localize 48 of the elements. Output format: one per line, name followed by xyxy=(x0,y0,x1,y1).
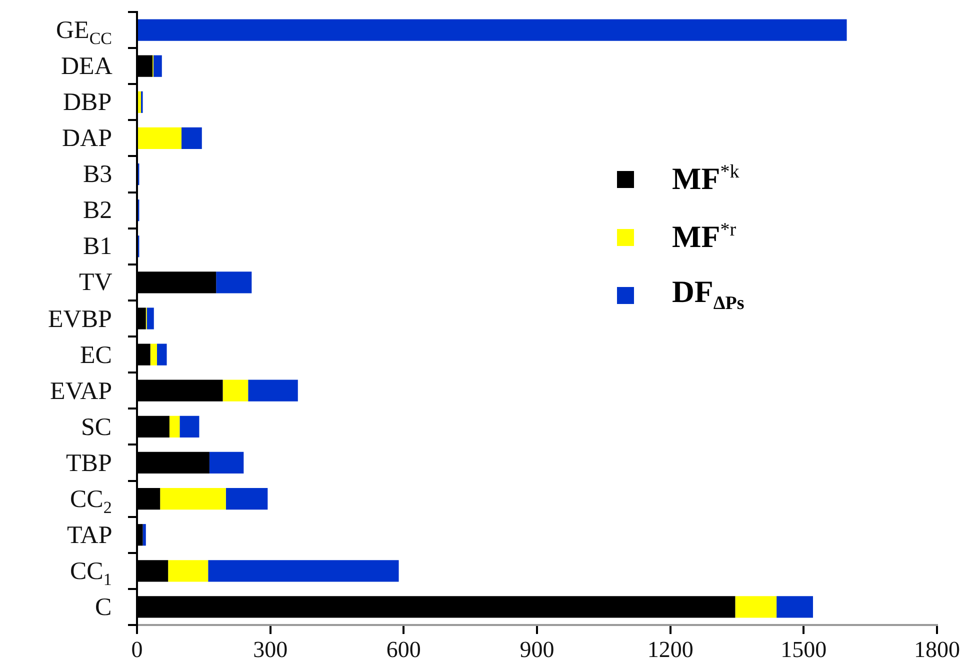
y-tick-label: SC xyxy=(81,414,112,441)
y-tick-label: CC$_{2}$ xyxy=(70,486,112,517)
bar xyxy=(146,308,154,330)
x-tick-label: 0 xyxy=(131,636,143,662)
x-tick-label: 1500 xyxy=(780,636,827,662)
bar xyxy=(248,380,298,402)
y-tick-label: TBP xyxy=(66,450,112,477)
bar xyxy=(208,560,399,582)
bar xyxy=(776,596,813,618)
y-tick-label: DAP xyxy=(62,125,112,152)
y-tick-label: EVBP xyxy=(48,306,112,332)
y-tick-label: DEA xyxy=(61,53,112,80)
bar xyxy=(181,127,202,150)
bar xyxy=(160,488,226,510)
x-tick-label: 1800 xyxy=(914,636,960,662)
y-tick-label: B2 xyxy=(83,197,112,224)
bar xyxy=(150,344,157,366)
bar xyxy=(157,344,167,366)
bar xyxy=(138,127,182,150)
x-tick-label: 900 xyxy=(520,636,554,662)
x-tick-label: 1200 xyxy=(647,636,694,662)
bar xyxy=(169,416,180,438)
y-tick-label: EVAP xyxy=(50,378,112,405)
legend-label: MF$^{*r}$ xyxy=(672,219,736,255)
y-tick-label: GE$_{CC}$ xyxy=(56,17,112,48)
x-tick-label: 600 xyxy=(386,636,421,662)
bar xyxy=(180,416,200,438)
bar xyxy=(153,55,162,77)
y-tick-label: EC xyxy=(80,342,112,369)
legend-label: DF$_{ΔPs}$ xyxy=(672,274,744,316)
y-tick-label: B1 xyxy=(83,233,112,260)
x-tick-label: 300 xyxy=(253,636,288,662)
bar xyxy=(142,524,146,546)
y-tick-label: TAP xyxy=(67,522,112,549)
bar xyxy=(216,272,252,294)
y-tick-label: TV xyxy=(79,269,112,296)
bar xyxy=(226,488,268,510)
y-tick-label: DBP xyxy=(63,89,112,116)
y-tick-label: B3 xyxy=(83,161,112,188)
bar xyxy=(735,596,777,618)
y-tick-label: C xyxy=(95,594,112,621)
bar xyxy=(209,452,244,474)
y-tick-label: CC$_{1}$ xyxy=(70,558,112,589)
bar xyxy=(138,19,847,41)
bar xyxy=(138,91,141,113)
legend-label: MF$^{*k}$ xyxy=(672,161,740,197)
bar xyxy=(222,380,248,402)
bar xyxy=(168,560,208,582)
